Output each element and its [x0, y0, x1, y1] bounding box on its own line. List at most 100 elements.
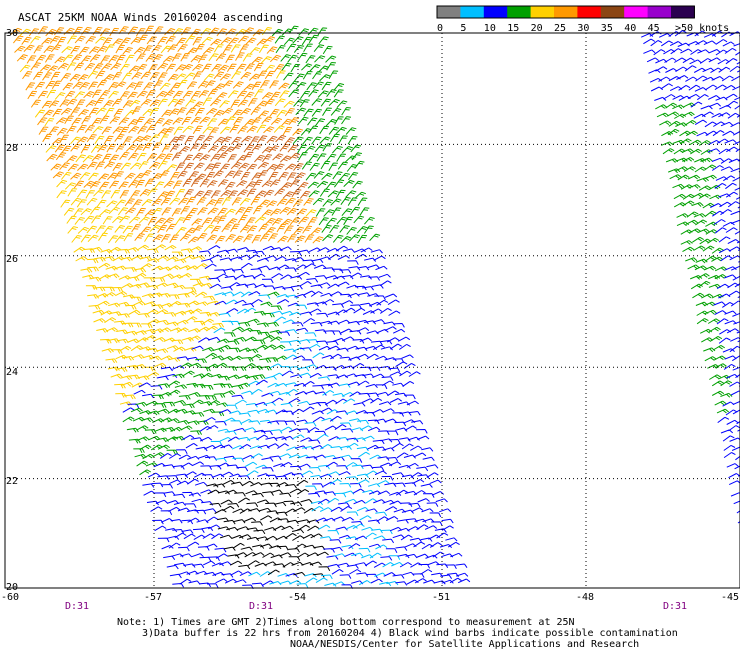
wind-barb — [230, 355, 243, 361]
wind-barb — [388, 367, 401, 373]
wind-barb — [322, 45, 333, 55]
wind-barb — [191, 553, 204, 558]
wind-barb — [246, 225, 258, 234]
wind-barb — [326, 89, 337, 98]
wind-barb — [146, 347, 159, 353]
wind-barb — [305, 172, 317, 181]
wind-barb — [315, 577, 328, 584]
wind-barb — [134, 144, 145, 153]
wind-barb — [176, 449, 188, 455]
wind-barb — [130, 345, 143, 352]
wind-barb — [279, 206, 291, 214]
wind-barb — [278, 171, 289, 180]
colorbar — [436, 5, 695, 19]
wind-barb — [86, 197, 98, 206]
wind-barb — [171, 152, 182, 161]
wind-barb — [119, 215, 131, 223]
wind-barb — [166, 564, 179, 570]
wind-barb — [103, 226, 114, 234]
wind-barb — [361, 554, 374, 559]
wind-barb — [273, 344, 286, 351]
wind-barb — [165, 63, 176, 72]
wind-barb — [446, 572, 459, 578]
wind-barb — [201, 501, 214, 506]
wind-barb — [375, 544, 388, 550]
wind-barb — [322, 143, 333, 152]
wind-barb — [309, 372, 322, 378]
wind-barb — [85, 190, 95, 199]
wind-barb — [336, 437, 349, 442]
wind-barb — [217, 249, 230, 254]
wind-barb — [172, 373, 185, 379]
wind-barb — [343, 216, 353, 226]
wind-barb — [56, 36, 67, 46]
wind-barb — [733, 500, 740, 505]
wind-barb — [674, 57, 687, 63]
wind-barb — [108, 82, 119, 91]
wind-barb — [296, 208, 308, 216]
wind-barb — [136, 90, 148, 99]
wind-barb — [92, 26, 103, 36]
wind-barb — [318, 524, 331, 530]
wind-barb — [374, 295, 386, 301]
wind-barb — [364, 498, 377, 504]
wind-barb — [60, 73, 72, 81]
wind-barb — [328, 98, 340, 107]
wind-barb — [169, 234, 179, 244]
wind-barb — [385, 516, 399, 521]
wind-barb — [299, 90, 311, 99]
wind-barb — [145, 54, 156, 62]
wind-barb — [322, 299, 335, 305]
wind-barb — [246, 348, 259, 354]
wind-barb — [51, 137, 64, 145]
wind-barb — [19, 64, 31, 73]
wind-barb — [323, 491, 336, 496]
wind-barb — [274, 35, 285, 44]
wind-barb — [685, 130, 698, 137]
wind-barb — [682, 200, 695, 207]
wind-barb — [33, 45, 44, 54]
wind-barb — [203, 224, 215, 233]
wind-barb — [326, 62, 336, 71]
wind-barb — [366, 353, 379, 360]
wind-barb — [252, 552, 265, 557]
wind-barb — [697, 94, 709, 101]
wind-barb — [149, 161, 161, 170]
wind-barb — [143, 277, 156, 282]
wind-barb — [120, 256, 133, 262]
wind-barb — [695, 40, 708, 46]
wind-barb — [371, 409, 384, 414]
wind-barb — [256, 322, 269, 328]
wind-barb — [276, 475, 288, 481]
wind-barb — [309, 561, 322, 566]
wind-barb — [402, 380, 415, 387]
wind-barb — [102, 256, 116, 261]
colorbar-swatch — [507, 6, 532, 18]
wind-barb — [319, 136, 331, 144]
wind-barb — [314, 55, 326, 63]
wind-barb — [357, 419, 369, 425]
wind-barb — [163, 90, 175, 98]
wind-barb — [89, 181, 101, 189]
wind-barb — [700, 157, 713, 163]
colorbar-label: 10 — [484, 23, 496, 34]
wind-barb — [129, 99, 141, 108]
wind-barb — [392, 328, 406, 334]
wind-barb — [669, 174, 682, 180]
wind-barb — [191, 498, 204, 503]
wind-barb — [417, 435, 430, 440]
wind-barb — [169, 573, 182, 579]
wind-barb — [164, 28, 176, 36]
wind-barb — [332, 516, 345, 521]
wind-barb — [34, 109, 46, 118]
wind-barb — [169, 479, 182, 485]
wind-barb — [202, 190, 213, 199]
wind-barb — [224, 170, 236, 179]
wind-barb — [313, 44, 325, 53]
wind-barb — [391, 442, 404, 449]
wind-barb — [203, 417, 216, 423]
wind-barb — [192, 563, 205, 569]
wind-barb — [88, 304, 101, 310]
wind-barb — [96, 45, 108, 54]
wind-barb — [357, 266, 370, 271]
